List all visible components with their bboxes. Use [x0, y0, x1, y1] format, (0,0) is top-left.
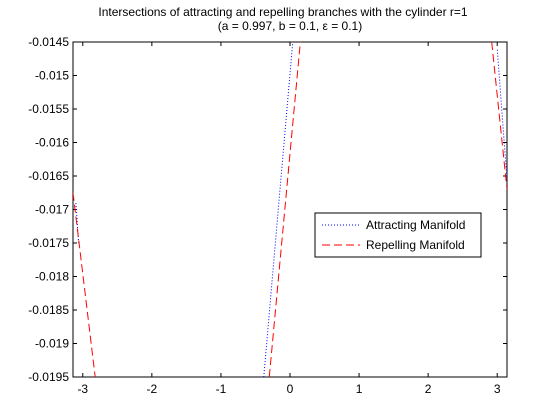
y-tick-label: -0.015: [35, 69, 69, 83]
y-tick-label: -0.0155: [28, 102, 69, 116]
attracting-manifold-line: [496, 48, 507, 180]
x-tick-label: 3: [494, 382, 501, 396]
series-layer: [73, 42, 507, 377]
plot-area: [72, 41, 508, 378]
y-tick-label: -0.016: [35, 136, 69, 150]
x-tick-label: -1: [216, 382, 227, 396]
y-tick-label: -0.0175: [28, 236, 69, 250]
legend-label-repelling: Repelling Manifold: [366, 238, 465, 252]
chart-title-line-1: Intersections of attracting and repellin…: [98, 5, 468, 19]
legend: Attracting Manifold Repelling Manifold: [314, 212, 482, 258]
y-tick-label: -0.0185: [28, 303, 69, 317]
x-tick-label: 1: [356, 382, 363, 396]
x-tick-label: 0: [287, 382, 294, 396]
legend-label-attracting: Attracting Manifold: [366, 218, 465, 232]
y-tick-label: -0.018: [35, 270, 69, 284]
repelling-manifold-line: [268, 42, 301, 377]
y-axis: -0.0145 -0.015 -0.0155 -0.016 -0.0165 -0.017 -…: [28, 35, 507, 384]
legend-box: [314, 212, 482, 258]
y-tick-label: -0.0195: [28, 370, 69, 384]
y-tick-label: -0.019: [35, 337, 69, 351]
x-tick-label: -2: [147, 382, 158, 396]
x-tick-label: -3: [77, 382, 88, 396]
y-tick-label: -0.0165: [28, 169, 69, 183]
repelling-manifold-line: [491, 42, 507, 190]
y-tick-label: -0.017: [35, 203, 69, 217]
x-axis: -3 -2 -1 0 1 2 3: [77, 42, 501, 396]
attracting-manifold-line: [263, 42, 294, 377]
chart-title-line-2: (a = 0.997, b = 0.1, ε = 0.1): [218, 19, 362, 33]
x-tick-label: 2: [425, 382, 432, 396]
repelling-manifold-line: [73, 192, 96, 377]
y-tick-label: -0.0145: [28, 35, 69, 49]
